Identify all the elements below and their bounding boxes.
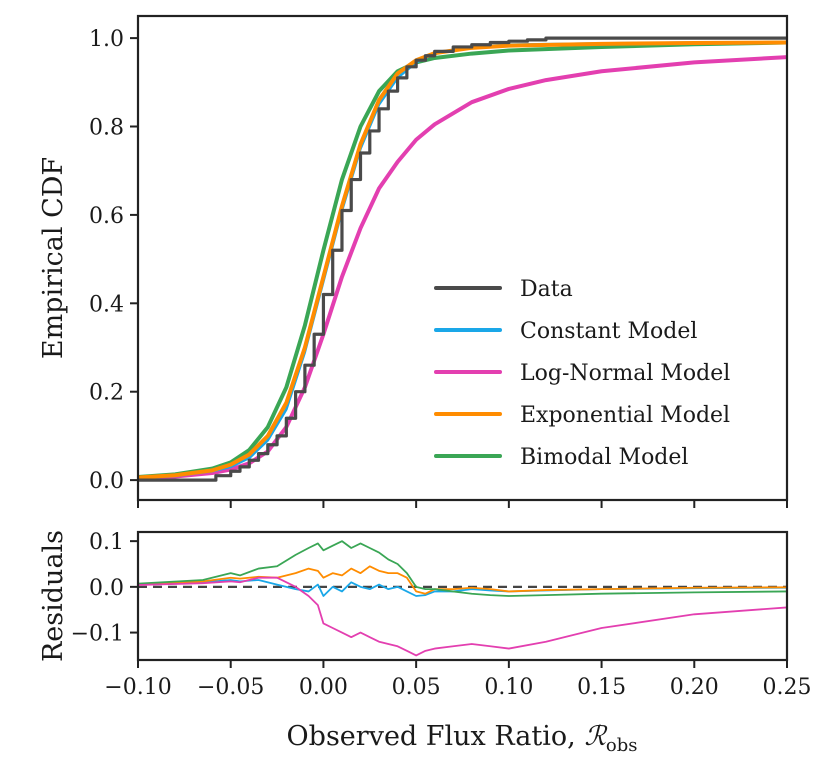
cdf-line-log-normal-model (138, 55, 787, 481)
legend-label: Bimodal Model (520, 445, 688, 470)
x-axis-label-subscript: obs (606, 735, 638, 756)
cdf-ytick-label: 0.6 (89, 204, 124, 229)
cdf-series-group (138, 36, 787, 482)
residual-line-constant-model (138, 579, 787, 597)
legend-label: Data (520, 277, 573, 302)
cdf-y-axis-label: Empirical CDF (38, 157, 69, 359)
residuals-xtick-label: 0.10 (484, 675, 533, 700)
cdf-ytick-label: 1.0 (89, 27, 124, 52)
residuals-xtick-label: 0.25 (763, 675, 812, 700)
residuals-xtick-label: −0.05 (197, 675, 264, 700)
residuals-frame (136, 530, 789, 662)
cdf-legend: Data Constant Model Log-Normal Model Expone… (434, 277, 730, 470)
cdf-frame (136, 14, 789, 502)
residuals-series-group (138, 540, 787, 657)
residuals-ytick-label: −0.1 (71, 622, 124, 647)
cdf-panel: 0.0 0.2 0.4 0.6 0.8 1.0 Data Constant Model Log-… (89, 14, 789, 508)
axis-labels: Empirical CDF Residuals Observed Flux Ra… (38, 157, 637, 756)
residuals-xtick-label: −0.10 (104, 675, 171, 700)
cdf-ytick-label: 0.8 (89, 116, 124, 141)
x-axis-label-symbol: ℛ (584, 721, 608, 752)
cdf-ytick-label: 0.2 (89, 381, 124, 406)
cdf-ytick-label: 0.4 (89, 292, 124, 317)
residuals-xtick-label: 0.00 (299, 675, 348, 700)
cdf-line-data (138, 36, 787, 482)
x-axis-label-text: Observed Flux Ratio, (287, 721, 585, 752)
residuals-xtick-label: 0.05 (392, 675, 441, 700)
cdf-ytick-label: 0.0 (89, 469, 124, 494)
residuals-y-axis-label: Residuals (38, 530, 69, 662)
cdf-line-exponential-model (138, 40, 787, 480)
x-axis-label: Observed Flux Ratio, ℛobs (287, 721, 638, 756)
residual-line-log-normal-model (138, 576, 787, 657)
legend-label: Log-Normal Model (520, 361, 730, 386)
residual-line-bimodal-model (138, 540, 787, 597)
residuals-ytick-label: 0.0 (89, 576, 124, 601)
residuals-xtick-label: 0.20 (670, 675, 719, 700)
residuals-ytick-label: 0.1 (89, 530, 124, 555)
legend-label: Constant Model (520, 319, 697, 344)
residuals-xtick-label: 0.15 (577, 675, 626, 700)
cdf-line-bimodal-model (138, 40, 787, 480)
residuals-panel: −0.1 0.0 0.1 −0.10 −0.05 0.00 0.05 0.10 0.15 0.20… (71, 530, 812, 700)
legend-label: Exponential Model (520, 403, 730, 428)
